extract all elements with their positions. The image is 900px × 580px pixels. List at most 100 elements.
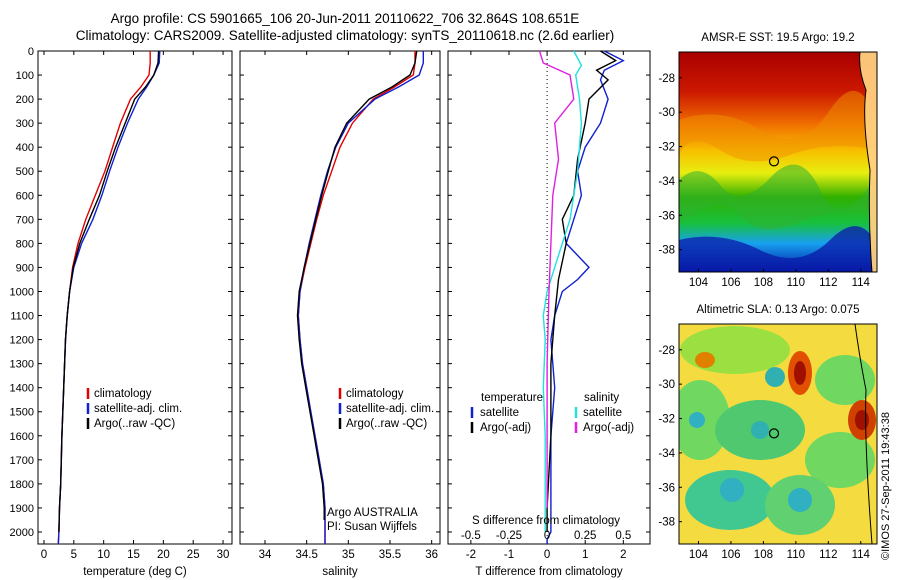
sla-field-patch	[689, 412, 705, 428]
depth-tick-label: 1200	[10, 335, 34, 347]
legend-entry: Argo(-adj)	[583, 422, 634, 434]
map-x-tick-label: 108	[754, 277, 773, 289]
map-x-tick-label: 108	[754, 549, 773, 561]
map-y-tick-label: -30	[658, 379, 675, 391]
legend-title: temperature	[481, 392, 543, 404]
x-tick-label: 5	[71, 549, 77, 561]
depth-tick-label: 0	[28, 46, 34, 58]
x-tick-label: 34	[259, 549, 272, 561]
sst-field-patch	[679, 164, 877, 230]
sla-field-patch	[805, 432, 875, 488]
x-tick-label: 15	[127, 549, 140, 561]
difference-panel: -2 -1 0 1 2 T difference from climatology S di…	[447, 50, 651, 578]
s-tick-label: -0.5	[461, 530, 481, 542]
sst-map-ticks: 104 106 108 110 112 114 -28 -30 -32 -34 -36 -38	[658, 73, 870, 289]
sst-map-frame	[678, 51, 878, 273]
map-y-tick-label: -34	[658, 448, 675, 460]
sst-map-title: AMSR-E SST: 19.5 Argo: 19.2	[701, 32, 854, 44]
map-y-tick-label: -36	[658, 210, 675, 222]
depth-tick-label: 1800	[10, 479, 34, 491]
plot-frame	[239, 50, 441, 545]
x-tick-label: 0	[41, 549, 47, 561]
s-tick-label: 0.5	[615, 530, 631, 542]
x-tick-label: 25	[187, 549, 200, 561]
s-tick-label: 0	[544, 530, 550, 542]
sla-field-patch	[695, 352, 715, 368]
sla-field-patch	[788, 488, 812, 512]
series-line	[296, 50, 418, 520]
depth-tick-label: 300	[16, 118, 34, 130]
x-axis-label: salinity	[322, 566, 357, 578]
sst-field-patch	[679, 90, 877, 162]
coastline	[859, 52, 873, 272]
map-x-tick-label: 114	[852, 277, 871, 289]
sla-argo-marker	[768, 428, 780, 439]
salinity-panel: 34 34.5 35 35.5 36 salinity climatology satelli…	[239, 50, 441, 578]
depth-tick-label: 400	[16, 142, 34, 154]
map-y-tick-label: -28	[658, 345, 675, 357]
legend-title: salinity	[584, 392, 619, 404]
x-tick-label: 0	[544, 549, 550, 561]
map-x-tick-label: 104	[689, 277, 709, 289]
depth-tick-label: 1600	[10, 431, 34, 443]
legend-entry: satellite	[583, 407, 622, 419]
legend-entry: climatology	[94, 388, 152, 400]
s-tick-label: -0.25	[496, 530, 522, 542]
legend-entry: satellite-adj. clim.	[94, 403, 182, 415]
series-line	[58, 50, 160, 533]
sst-argo-marker	[768, 156, 780, 167]
map-x-tick-label: 112	[819, 549, 837, 561]
coastline	[854, 324, 873, 544]
depth-tick-label: 700	[16, 214, 34, 226]
depth-tick-label: 1900	[10, 503, 34, 515]
map-y-tick-label: -36	[658, 482, 675, 494]
x-tick-label: -1	[504, 549, 514, 561]
x-tick-label: 30	[217, 549, 230, 561]
map-y-tick-label: -38	[658, 245, 675, 257]
map-x-tick-label: 112	[819, 277, 837, 289]
x-tick-label: -2	[466, 549, 476, 561]
map-y-tick-label: -30	[658, 107, 675, 119]
depth-tick-label: 600	[16, 190, 34, 202]
legend-entry: satellite-adj. clim.	[346, 403, 434, 415]
map-x-tick-label: 110	[787, 277, 805, 289]
legend-entry: Argo(-adj)	[480, 422, 531, 434]
depth-tick-label: 100	[16, 70, 34, 82]
series-line	[542, 50, 583, 532]
map-x-tick-label: 104	[689, 549, 709, 561]
depth-tick-label: 1500	[10, 407, 34, 419]
map-y-tick-label: -34	[658, 176, 675, 188]
depth-tick-label: 1000	[10, 286, 34, 298]
depth-tick-label: 800	[16, 238, 34, 250]
sst-field-patch	[679, 226, 877, 272]
series-line	[297, 51, 424, 544]
sla-field-patch	[855, 410, 869, 430]
depth-tick-label: 1400	[10, 383, 34, 395]
map-x-tick-label: 114	[852, 549, 871, 561]
sla-field-patch	[765, 367, 785, 387]
legend-entry: satellite	[480, 407, 519, 419]
legend-entry: Argo(..raw -QC)	[346, 418, 427, 430]
depth-tick-label: 2000	[10, 527, 34, 539]
x-axis-label: T difference from climatology	[475, 566, 622, 578]
figure-title-line2: Climatology: CARS2009. Satellite-adjuste…	[75, 28, 615, 43]
annotation-text: PI: Susan Wijffels	[327, 521, 417, 533]
x-tick-label: 36	[425, 549, 438, 561]
map-x-tick-label: 106	[721, 277, 740, 289]
figure-title-line1: Argo profile: CS 5901665_106 20-Jun-2011…	[110, 11, 580, 26]
depth-tick-label: 1300	[10, 359, 34, 371]
x-tick-label: 35	[342, 549, 355, 561]
sla-map-title: Altimetric SLA: 0.13 Argo: 0.075	[696, 304, 859, 316]
plot-frame	[37, 50, 233, 545]
sla-field-patch	[751, 421, 769, 439]
sla-field-patch	[680, 326, 790, 374]
legend-entry: climatology	[346, 388, 404, 400]
sla-map-frame	[678, 323, 878, 545]
x-tick-label: 1	[582, 549, 588, 561]
sst-map: AMSR-E SST: 19.5 Argo: 19.2 104 106 108 110…	[658, 32, 878, 289]
map-x-tick-label: 106	[721, 549, 740, 561]
x-tick-label: 20	[157, 549, 170, 561]
s-difference-label: S difference from climatology	[472, 515, 620, 527]
s-tick-label: 0.25	[574, 530, 596, 542]
